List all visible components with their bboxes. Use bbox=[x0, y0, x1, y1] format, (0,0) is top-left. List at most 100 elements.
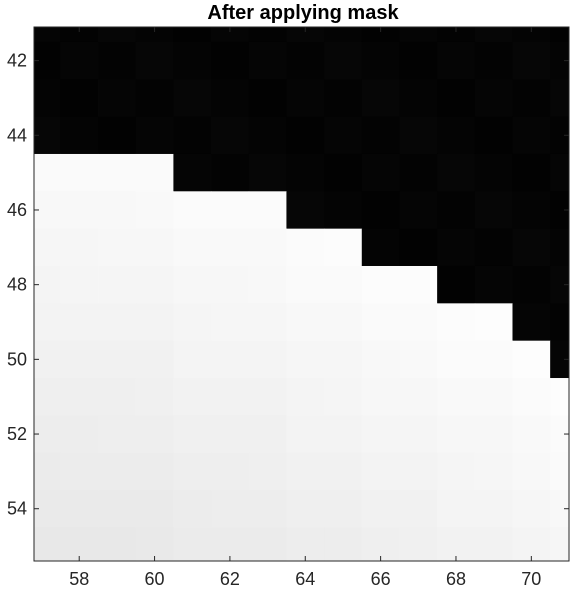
masked-cell bbox=[512, 303, 551, 342]
heatmap-cell bbox=[173, 340, 212, 379]
masked-cell bbox=[512, 153, 551, 192]
heatmap-cell bbox=[324, 340, 363, 379]
heatmap-cell bbox=[248, 191, 287, 230]
masked-cell bbox=[34, 79, 61, 118]
masked-cell bbox=[512, 265, 551, 304]
heatmap-cell bbox=[34, 228, 61, 267]
masked-cell bbox=[512, 79, 551, 118]
masked-cell bbox=[550, 265, 570, 304]
masked-cell bbox=[550, 340, 570, 379]
masked-cell bbox=[474, 116, 513, 155]
heatmap-cell bbox=[60, 191, 99, 230]
heatmap-cell bbox=[98, 378, 137, 416]
heatmap-cell bbox=[286, 527, 325, 562]
masked-cell bbox=[60, 27, 99, 43]
heatmap-cell bbox=[286, 415, 325, 454]
x-tick-label: 70 bbox=[521, 569, 541, 589]
masked-cell bbox=[211, 116, 250, 155]
heatmap-cell bbox=[211, 191, 250, 230]
heatmap-cell bbox=[324, 527, 363, 562]
masked-cell bbox=[437, 228, 476, 267]
heatmap-cell bbox=[98, 153, 137, 192]
masked-cell bbox=[286, 116, 325, 155]
heatmap-cell bbox=[324, 378, 363, 416]
heatmap-cell bbox=[34, 303, 61, 342]
heatmap-cell bbox=[60, 265, 99, 304]
masked-cell bbox=[550, 303, 570, 342]
heatmap-cell bbox=[399, 378, 438, 416]
heatmap-cell bbox=[248, 303, 287, 342]
heatmap-cell bbox=[248, 452, 287, 491]
heatmap-cell bbox=[135, 191, 174, 230]
heatmap-cell bbox=[135, 303, 174, 342]
heatmap-cell bbox=[248, 527, 287, 562]
masked-cell bbox=[437, 265, 476, 304]
heatmap-cell bbox=[512, 415, 551, 454]
masked-cell bbox=[474, 228, 513, 267]
heatmap-cell bbox=[437, 378, 476, 416]
masked-cell bbox=[98, 41, 137, 80]
heatmap-cell bbox=[135, 228, 174, 267]
x-tick-label: 68 bbox=[446, 569, 466, 589]
heatmap-cell bbox=[60, 228, 99, 267]
masked-cell bbox=[60, 41, 99, 80]
masked-cell bbox=[173, 27, 212, 43]
masked-cell bbox=[34, 27, 61, 43]
heatmap-cell bbox=[173, 415, 212, 454]
masked-cell bbox=[248, 153, 287, 192]
heatmap-cell bbox=[173, 527, 212, 562]
heatmap-cell bbox=[248, 340, 287, 379]
heatmap-cell bbox=[60, 153, 99, 192]
masked-cell bbox=[550, 228, 570, 267]
heatmap-cell bbox=[211, 452, 250, 491]
masked-cell bbox=[135, 116, 174, 155]
masked-cell bbox=[550, 153, 570, 192]
masked-cell bbox=[361, 153, 400, 192]
x-tick-label: 66 bbox=[371, 569, 391, 589]
heatmap-cell bbox=[399, 452, 438, 491]
masked-cell bbox=[98, 116, 137, 155]
heatmap-cell bbox=[550, 527, 570, 562]
heatmap-cell bbox=[60, 527, 99, 562]
heatmap-cell bbox=[98, 452, 137, 491]
masked-cell bbox=[98, 79, 137, 118]
heatmap-cell bbox=[361, 340, 400, 379]
masked-cell bbox=[512, 116, 551, 155]
heatmap-cell bbox=[512, 340, 551, 379]
heatmap-cell bbox=[173, 265, 212, 304]
masked-cell bbox=[248, 116, 287, 155]
heatmap-cell bbox=[512, 452, 551, 491]
masked-cell bbox=[324, 153, 363, 192]
masked-cell bbox=[399, 153, 438, 192]
heatmap-cell bbox=[324, 228, 363, 267]
heatmap-cell bbox=[135, 452, 174, 491]
heatmap-cell bbox=[361, 527, 400, 562]
masked-cell bbox=[286, 27, 325, 43]
heatmap-cell bbox=[34, 527, 61, 562]
heatmap-cell bbox=[135, 490, 174, 528]
masked-cell bbox=[248, 79, 287, 118]
masked-cell bbox=[324, 191, 363, 230]
masked-cell bbox=[173, 116, 212, 155]
masked-cell bbox=[474, 79, 513, 118]
masked-cell bbox=[286, 191, 325, 230]
heatmap-cell bbox=[437, 452, 476, 491]
masked-cell bbox=[248, 41, 287, 80]
heatmap-cell bbox=[550, 490, 570, 528]
masked-cell bbox=[437, 27, 476, 43]
x-tick-label: 60 bbox=[145, 569, 165, 589]
heatmap-cell bbox=[173, 303, 212, 342]
heatmap-cell bbox=[437, 415, 476, 454]
heatmap-cell bbox=[98, 228, 137, 267]
masked-cell bbox=[550, 41, 570, 80]
masked-cell bbox=[211, 41, 250, 80]
heatmap-cells bbox=[34, 27, 570, 562]
masked-cell bbox=[399, 27, 438, 43]
heatmap-cell bbox=[437, 490, 476, 528]
heatmap-cell bbox=[361, 415, 400, 454]
masked-cell bbox=[286, 79, 325, 118]
heatmap-cell bbox=[60, 415, 99, 454]
heatmap-cell bbox=[60, 378, 99, 416]
masked-cell bbox=[248, 27, 287, 43]
heatmap-cell bbox=[286, 452, 325, 491]
